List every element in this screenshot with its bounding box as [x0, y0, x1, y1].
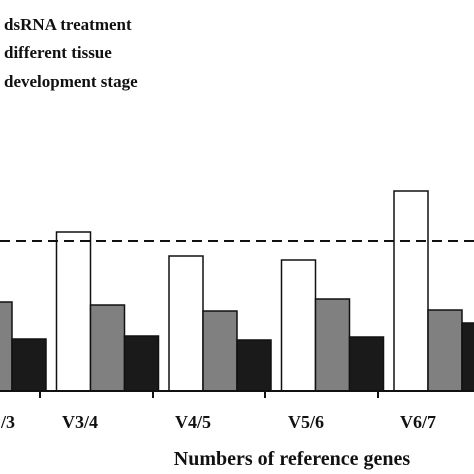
legend-label-dsrna-treatment: dsRNA treatment [4, 15, 132, 34]
x-tick-label: V6/7 [400, 412, 436, 432]
x-tick-label: V3/4 [62, 412, 98, 432]
bar-different-tissue-v6-7 [427, 309, 463, 392]
bars-group [0, 190, 474, 392]
bar-dsrna-treatment-v3-4 [55, 231, 92, 392]
bar-development-stage-v6-7 [461, 322, 474, 392]
bar-development-stage-v3-4 [123, 335, 160, 392]
x-tick-label: /3 [0, 412, 15, 432]
legend-label-different-tissue: different tissue [4, 43, 112, 62]
bar-different-tissue-v2-3 [0, 301, 13, 392]
bar-different-tissue-v4-5 [202, 310, 238, 392]
bar-development-stage-v2-3 [11, 338, 47, 392]
bar-dsrna-treatment-v5-6 [280, 259, 317, 392]
bar-development-stage-v5-6 [348, 336, 385, 392]
bar-different-tissue-v5-6 [314, 298, 351, 392]
bar-development-stage-v4-5 [236, 339, 272, 392]
bar-dsrna-treatment-v6-7 [393, 190, 429, 392]
x-tick-label: V4/5 [175, 412, 211, 432]
legend-label-development-stage: development stage [4, 72, 138, 91]
x-tick-label: V5/6 [288, 412, 324, 432]
bar-different-tissue-v3-4 [89, 304, 126, 392]
x-ticks-group: /3 V3/4 V4/5 V5/6 V6/7 [0, 391, 436, 432]
x-axis-title: Numbers of reference genes [174, 448, 411, 470]
bar-dsrna-treatment-v4-5 [168, 255, 204, 392]
